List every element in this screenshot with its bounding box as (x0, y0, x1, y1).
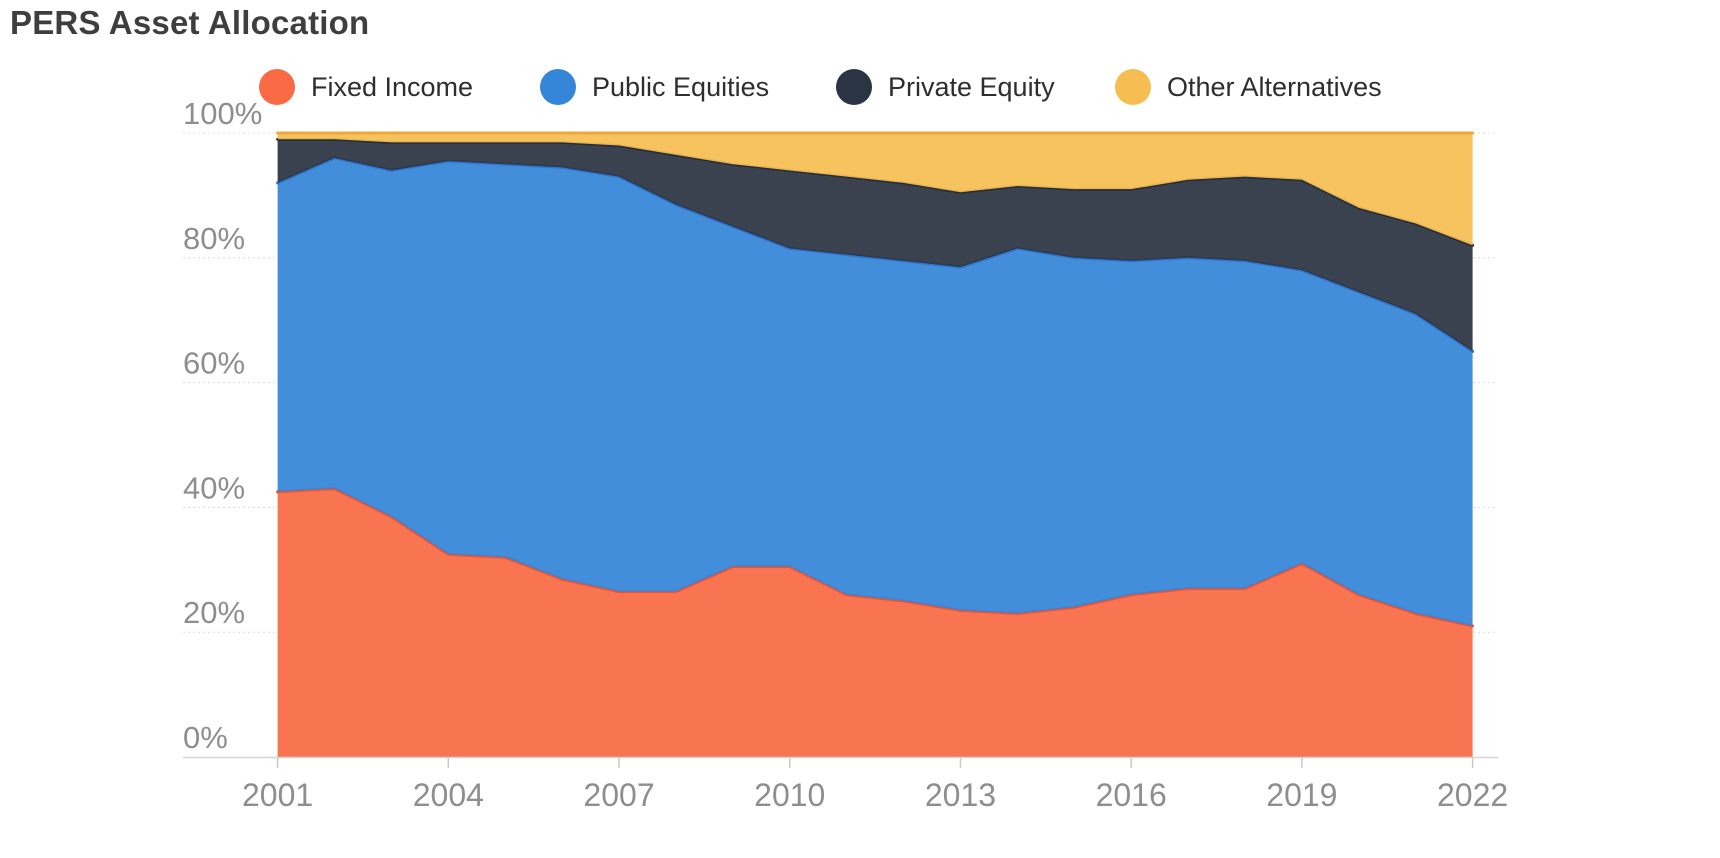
legend-item-public-equities[interactable]: Public Equities (540, 62, 769, 112)
legend-label: Fixed Income (311, 71, 474, 102)
legend-item-fixed-income[interactable]: Fixed Income (259, 62, 473, 112)
y-axis-label: 0% (183, 720, 228, 755)
x-axis-label: 2019 (1266, 777, 1337, 813)
legend-marker-private-equity (836, 69, 872, 105)
x-axis-label: 2004 (413, 777, 484, 813)
y-axis-label: 40% (183, 470, 245, 505)
legend: Fixed Income Public Equities Private Equ… (0, 62, 1720, 112)
legend-label: Private Equity (888, 71, 1055, 102)
x-axis-label: 2001 (242, 777, 313, 813)
legend-marker-other-alternatives (1115, 69, 1151, 105)
x-axis-label: 2007 (583, 777, 654, 813)
x-axis-label: 2013 (925, 777, 996, 813)
legend-item-other-alternatives[interactable]: Other Alternatives (1115, 62, 1382, 112)
y-axis-label: 20% (183, 595, 245, 630)
y-axis-label: 100% (183, 96, 262, 131)
x-axis-label: 2010 (754, 777, 825, 813)
area-public-equities[interactable] (277, 157, 1473, 626)
area-private-equity[interactable] (277, 139, 1473, 352)
legend-marker-fixed-income (259, 69, 295, 105)
area-fixed-income[interactable] (277, 488, 1473, 757)
legend-label: Other Alternatives (1167, 71, 1382, 102)
legend-item-private-equity[interactable]: Private Equity (836, 62, 1055, 112)
chart-title: PERS Asset Allocation (10, 4, 370, 41)
legend-marker-public-equities (540, 69, 576, 105)
x-axis-label: 2016 (1096, 777, 1167, 813)
area-other-alternatives[interactable] (277, 133, 1473, 246)
y-axis-label: 60% (183, 346, 245, 381)
y-axis-label: 80% (183, 221, 245, 256)
legend-label: Public Equities (592, 71, 770, 102)
x-axis-label: 2022 (1437, 777, 1508, 813)
